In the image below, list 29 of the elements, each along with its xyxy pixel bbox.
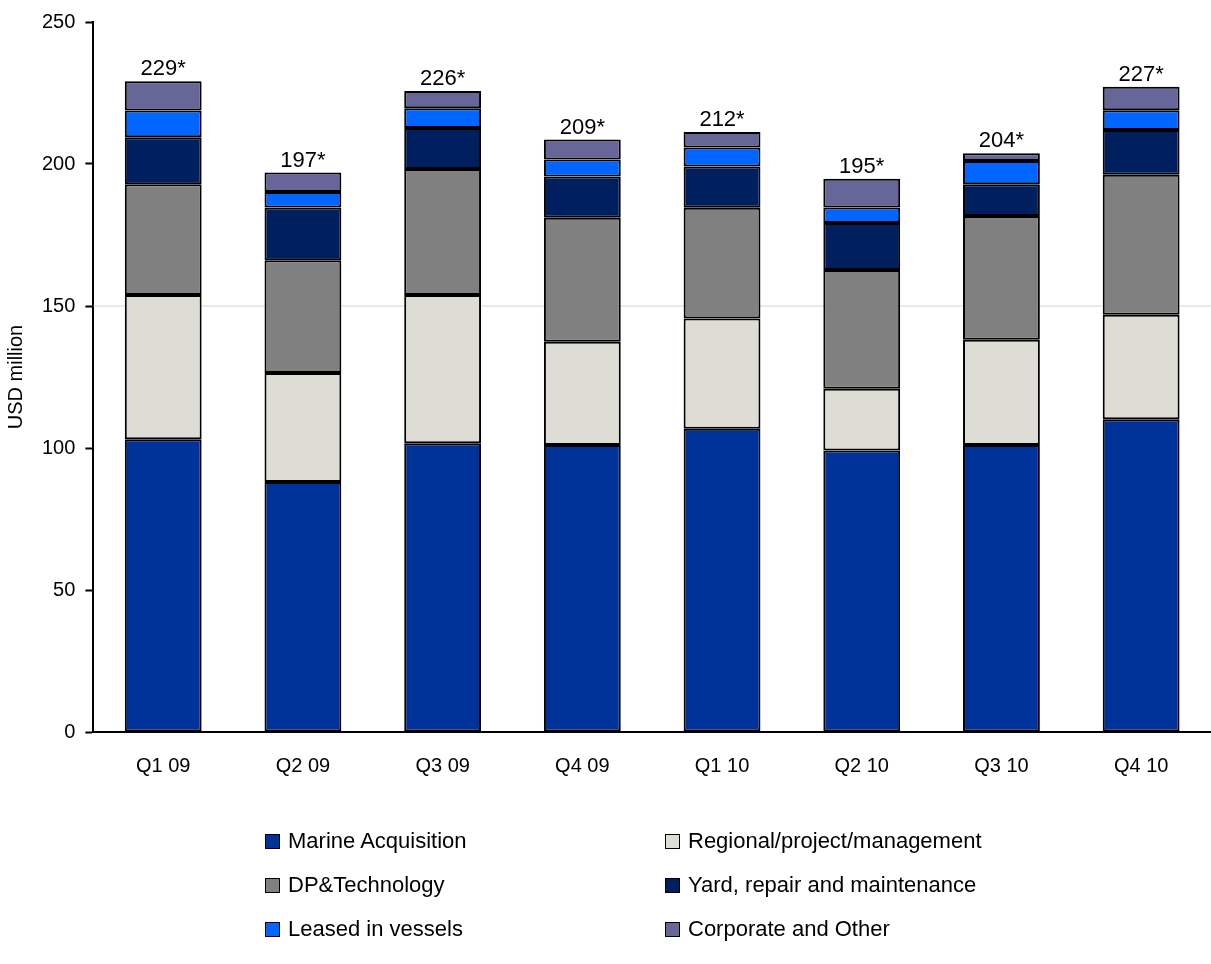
legend-label: Yard, repair and maintenance	[688, 872, 977, 898]
total-label: 195*	[839, 152, 885, 178]
x-tick-label: Q3 10	[974, 753, 1029, 776]
y-tick-label: 200	[41, 151, 76, 174]
total-label: 227*	[1118, 60, 1165, 86]
y-tick-label: 150	[41, 293, 76, 316]
total-label: 209*	[559, 113, 606, 139]
total-label: 204*	[978, 127, 1025, 153]
y-tick-label: 250	[41, 9, 76, 32]
legend-label: Marine Acquisition	[288, 828, 467, 854]
x-tick-label: Q4 10	[1113, 753, 1169, 776]
total-label: 229*	[140, 55, 187, 81]
x-tick-label: Q4 09	[555, 753, 610, 776]
x-tick-label: Q3 09	[415, 753, 470, 776]
legend-label: Leased in vessels	[288, 916, 463, 942]
x-tick-label: Q1 10	[694, 753, 750, 776]
y-axis-title: USD million	[3, 324, 26, 430]
x-tick-label: Q2 09	[275, 753, 331, 776]
legend-label: DP&Technology	[288, 872, 445, 898]
legend-label: Corporate and Other	[688, 916, 890, 942]
total-label: 226*	[419, 65, 466, 91]
legend-label: Regional/project/management	[688, 828, 982, 854]
total-label: 212*	[699, 105, 746, 131]
y-tick-label: 50	[53, 577, 76, 600]
x-tick-label: Q2 10	[834, 753, 889, 776]
total-label: 197*	[280, 146, 326, 172]
x-tick-label: Q1 09	[135, 753, 191, 776]
y-tick-label: 0	[64, 719, 76, 742]
y-tick-label: 100	[41, 435, 76, 458]
